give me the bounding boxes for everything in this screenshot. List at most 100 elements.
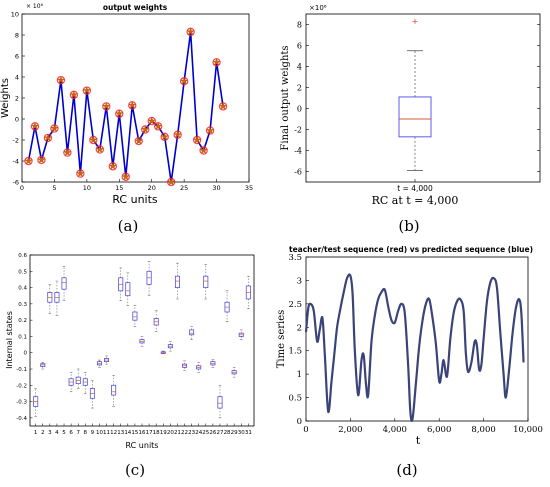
panel-a-point-star (57, 76, 65, 84)
panel-a-point-star (108, 162, 117, 170)
panel-c-y-tick-label: -0.2 (16, 383, 27, 389)
panel-c-x-tick-label: 4 (55, 430, 59, 436)
panel-c-x-tick-label: 30 (238, 430, 245, 436)
panel-c-y-axis-label: Internal states (5, 311, 14, 369)
panel-a-point-star (199, 146, 208, 154)
panel-c-x-tick-label: 17 (146, 430, 153, 436)
panel-a-point-star (83, 86, 91, 94)
panel-d-x-axis-label: t (416, 434, 421, 447)
panel-a-point-star (206, 126, 214, 134)
panel-a-y-tick-label: 4 (15, 74, 19, 82)
panel-a-point-star (24, 156, 33, 165)
panel-b-y-tick-label: 6 (297, 42, 302, 51)
panel-c-x-tick-label: 29 (231, 430, 238, 436)
panel-a-point-star (173, 130, 182, 139)
panel-b-x-axis-label: RC at t = 4,000 (372, 194, 459, 207)
panel-a-x-tick-label: 0 (20, 184, 24, 192)
panel-d-x-tick-label: 0 (303, 425, 308, 435)
panel-b-y-tick-label: -6 (294, 168, 302, 177)
panel-a-x-tick-label: 20 (148, 184, 156, 192)
panel-c-plot-frame (29, 254, 255, 427)
panel-c-y-tick-label: 0 (24, 351, 28, 357)
panel-c-box (189, 329, 195, 336)
panel-c-box (125, 282, 131, 297)
panel-a-point-star (50, 124, 59, 132)
panel-a-point-star (160, 132, 169, 141)
panel-c-y-tick-label: 0.3 (18, 302, 27, 308)
panel-c-x-tick-label: 15 (131, 430, 138, 436)
panel-c-y-tick-label: 0.1 (18, 334, 27, 340)
panel-c-x-tick-label: 22 (181, 430, 188, 436)
panel-a-x-tick-label: 15 (115, 184, 123, 192)
panel-c-x-tick-label: 16 (139, 430, 146, 436)
panel-b-y-tick-label: -2 (294, 126, 302, 135)
panel-b-final-weights-boxplot: ×10⁶ Final output weights t = 4,000 RC a… (280, 4, 541, 235)
panel-b-y-tick-label: 8 (297, 21, 302, 30)
panel-d-y-tick-label: 0.5 (288, 394, 302, 404)
panel-c-x-tick-label: 25 (202, 430, 209, 436)
panel-a-point-star (154, 122, 163, 130)
panel-c-x-tick-label: 12 (110, 430, 117, 436)
panel-a-point-star (186, 27, 195, 36)
panel-c-y-tick-label: -0.4 (16, 416, 27, 422)
panel-a-point-star (147, 117, 156, 125)
panel-a-y-tick-label: 0 (15, 116, 19, 124)
panel-a-y-tick-label: 8 (15, 32, 19, 40)
panel-d-x-tick-label: 2,000 (338, 425, 362, 435)
panel-d-y-tick-label: 2.5 (288, 300, 302, 310)
panel-d-caption-label: (d) (396, 461, 417, 479)
panel-a-exponent-label: × 10⁶ (26, 3, 44, 10)
panel-a-point-star (76, 169, 85, 177)
panel-a-x-tick-label: 30 (212, 184, 220, 192)
panel-b-outlier-marker (412, 18, 418, 24)
panel-c-y-tick-label: -0.3 (16, 400, 27, 406)
panel-c-box (61, 277, 67, 290)
panel-c-x-tick-label: 1 (34, 430, 38, 436)
panel-c-x-tick-label: 5 (62, 430, 66, 436)
panel-d-time-series-chart: teacher/test sequence (red) vs predicted… (276, 245, 543, 479)
panel-a-title: output weights (103, 3, 168, 12)
panel-d-y-tick-label: 3 (297, 276, 302, 286)
panel-a-point-star (141, 125, 150, 133)
panel-c-y-tick-label: 0.6 (18, 253, 27, 259)
panel-c-x-tick-label: 26 (209, 430, 216, 436)
panel-a-plot-frame (21, 13, 250, 183)
panel-a-point-star (89, 135, 98, 144)
panel-c-box (203, 275, 209, 288)
panel-a-point-star (37, 155, 46, 164)
panel-b-category-label: t = 4,000 (397, 184, 433, 193)
panel-c-internal-states-boxplot: Internal states RC units -0.4 -0.3 -0.2 -0.… (5, 253, 255, 479)
panel-c-x-tick-label: 14 (124, 430, 131, 436)
panel-c-x-tick-label: 6 (69, 430, 73, 436)
panel-a-y-tick-label: -6 (13, 179, 19, 187)
panel-c-box (217, 396, 223, 409)
panel-a-point-star (121, 172, 130, 181)
panel-c-x-tick-label: 2 (41, 430, 45, 436)
panel-a-point-star (180, 77, 188, 85)
panel-a-point-star (193, 135, 201, 144)
panel-a-y-tick-label: -2 (13, 137, 19, 145)
panel-a-y-tick-label: 2 (15, 95, 19, 103)
panel-b-box (398, 96, 432, 138)
panel-c-x-tick-label: 20 (167, 430, 174, 436)
panel-c-x-tick-label: 27 (216, 430, 223, 436)
panel-a-x-tick-label: 35 (245, 184, 253, 192)
panel-c-x-tick-label: 13 (117, 430, 124, 436)
panel-c-y-tick-label: 0.5 (18, 269, 27, 275)
panel-c-y-tick-label: 0.4 (18, 286, 27, 292)
panel-d-y-tick-label: 1.5 (288, 347, 302, 357)
panel-d-x-tick-label: 8,000 (471, 425, 495, 435)
panel-c-x-tick-label: 28 (224, 430, 231, 436)
panel-a-y-tick-label: 6 (15, 53, 19, 61)
panel-d-title: teacher/test sequence (red) vs predicted… (289, 245, 533, 254)
panel-a-point-star (115, 109, 124, 118)
panel-a-point-star (212, 58, 221, 66)
panel-a-x-tick-label: 25 (180, 184, 188, 192)
panel-a-point-star (102, 102, 111, 110)
panel-b-y-tick-label: 2 (297, 84, 302, 93)
panel-c-y-tick-label: -0.1 (16, 367, 27, 373)
panel-a-point-star (95, 145, 104, 153)
panel-a-caption-label: (a) (118, 217, 139, 235)
panel-c-caption-label: (c) (125, 461, 145, 479)
